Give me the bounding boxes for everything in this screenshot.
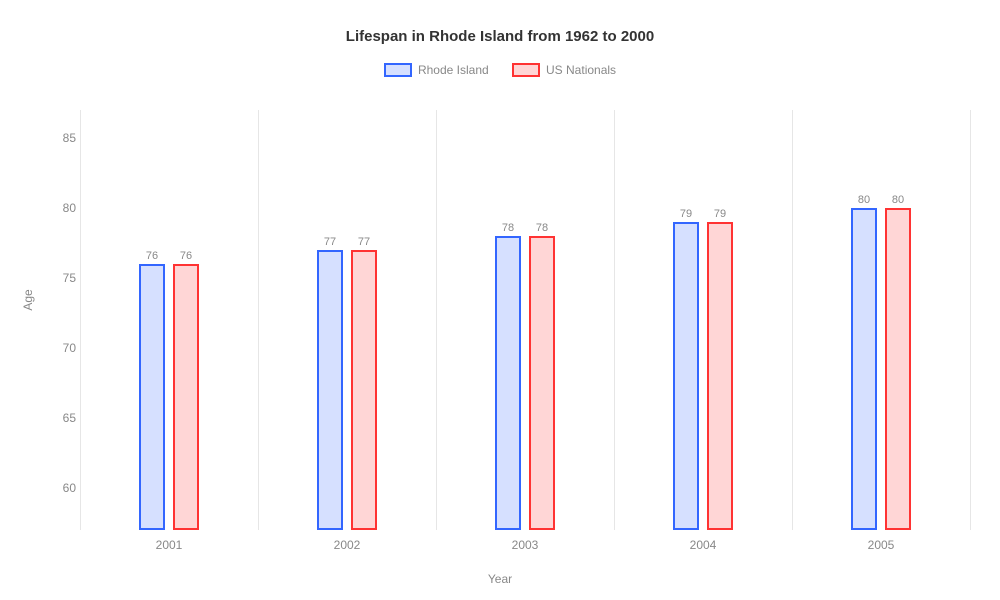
plot-area: 6065707580852001767620027777200378782004… <box>80 110 970 530</box>
bar-value-label: 77 <box>358 236 370 248</box>
chart-legend: Rhode Island US Nationals <box>0 63 1000 80</box>
bar-value-label: 78 <box>502 222 514 234</box>
bar-value-label: 79 <box>680 208 692 220</box>
bar: 77 <box>351 250 377 530</box>
x-tick: 2005 <box>868 538 895 552</box>
x-tick: 2002 <box>334 538 361 552</box>
y-tick: 65 <box>46 411 76 425</box>
legend-swatch-0 <box>384 63 412 77</box>
legend-swatch-1 <box>512 63 540 77</box>
y-tick: 80 <box>46 201 76 215</box>
y-tick: 75 <box>46 271 76 285</box>
y-axis-title: Age <box>21 289 35 310</box>
gridline <box>80 110 81 530</box>
bar-value-label: 78 <box>536 222 548 234</box>
legend-label-0: Rhode Island <box>418 63 489 77</box>
bar: 80 <box>885 208 911 530</box>
bar: 79 <box>707 222 733 530</box>
bar-value-label: 80 <box>892 194 904 206</box>
gridline <box>436 110 437 530</box>
bar-value-label: 80 <box>858 194 870 206</box>
bar: 77 <box>317 250 343 530</box>
y-tick: 70 <box>46 341 76 355</box>
bar: 79 <box>673 222 699 530</box>
gridline <box>258 110 259 530</box>
gridline <box>970 110 971 530</box>
bar-value-label: 76 <box>180 250 192 262</box>
x-tick: 2004 <box>690 538 717 552</box>
x-tick: 2003 <box>512 538 539 552</box>
legend-item-1: US Nationals <box>512 63 616 77</box>
bar-value-label: 77 <box>324 236 336 248</box>
chart-title: Lifespan in Rhode Island from 1962 to 20… <box>0 0 1000 45</box>
x-axis-title: Year <box>488 572 512 586</box>
legend-label-1: US Nationals <box>546 63 616 77</box>
y-tick: 85 <box>46 131 76 145</box>
gridline <box>614 110 615 530</box>
bar: 78 <box>529 236 555 530</box>
bar: 80 <box>851 208 877 530</box>
bar: 76 <box>139 264 165 530</box>
chart-container: Lifespan in Rhode Island from 1962 to 20… <box>0 0 1000 600</box>
y-tick: 60 <box>46 481 76 495</box>
bar-value-label: 79 <box>714 208 726 220</box>
bar: 78 <box>495 236 521 530</box>
gridline <box>792 110 793 530</box>
bar-value-label: 76 <box>146 250 158 262</box>
bar: 76 <box>173 264 199 530</box>
legend-item-0: Rhode Island <box>384 63 489 77</box>
x-tick: 2001 <box>156 538 183 552</box>
